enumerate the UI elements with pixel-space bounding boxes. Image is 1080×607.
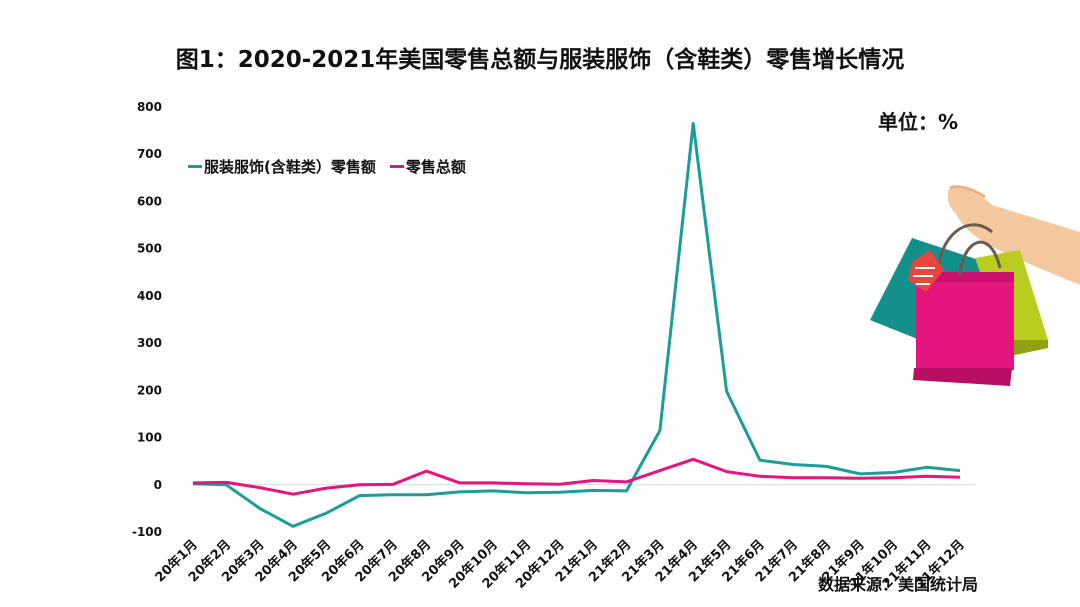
y-tick-label: 400: [137, 289, 162, 303]
shopping-bags-illustration: [870, 185, 1080, 386]
y-tick-label: 800: [137, 100, 162, 114]
unit-label: 单位：%: [878, 110, 959, 134]
legend-label-apparel: 服装服饰(含鞋类）零售额: [204, 158, 376, 176]
y-tick-label: 600: [137, 194, 162, 208]
y-tick-label: 500: [137, 242, 162, 256]
legend-swatch-total: [389, 165, 404, 168]
pink-bag: [916, 272, 1014, 370]
legend-swatch-apparel: [188, 165, 202, 168]
bag-handle: [958, 240, 1002, 277]
legend-label-total: 零售总额: [405, 158, 466, 176]
pink-bag-bottom: [913, 368, 1012, 386]
lime-bag-shadow: [1010, 340, 1048, 356]
legend: 服装服饰(含鞋类）零售额 零售总额: [188, 156, 480, 177]
sale-tag-stamp: [913, 267, 935, 285]
series-line-0: [192, 122, 961, 528]
y-tick-label: 100: [137, 431, 162, 445]
arm-shape: [947, 187, 1080, 285]
y-tick-label: 200: [137, 383, 162, 397]
legend-item-total: 零售总额: [389, 156, 466, 177]
y-tick-label: -100: [132, 525, 162, 539]
series-group: [192, 122, 961, 528]
pink-bag-top-band: [916, 272, 1014, 282]
source-label: 数据来源：美国统计局: [818, 575, 979, 594]
y-tick-label: 0: [154, 478, 162, 492]
sale-tag: [908, 250, 944, 292]
x-axis: 20年1月20年2月20年3月20年4月20年5月20年6月20年7月20年8月…: [152, 537, 968, 592]
legend-item-apparel: 服装服饰(含鞋类）零售额: [188, 156, 376, 177]
y-tick-label: 700: [137, 147, 162, 161]
y-tick-label: 300: [137, 336, 162, 350]
finger-shape: [949, 185, 986, 199]
series-line-1: [192, 457, 961, 496]
y-axis: -100 0 100 200 300 400 500 600 700 800: [132, 100, 162, 539]
chart-title: 图1：2020-2021年美国零售总额与服装服饰（含鞋类）零售增长情况: [175, 47, 905, 73]
